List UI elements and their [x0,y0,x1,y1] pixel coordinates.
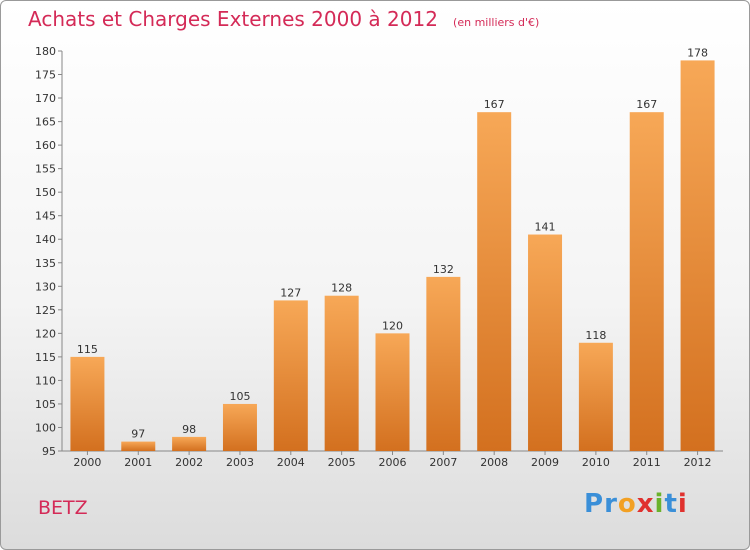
y-tick-label: 175 [35,69,56,82]
logo-letter: o [617,489,637,519]
x-tick-label: 2005 [328,456,356,469]
proxiti-logo: Proxiti [584,489,688,519]
x-tick-label: 2001 [124,456,152,469]
bar-2003 [222,403,257,451]
logo-letter: i [677,489,688,519]
bars [70,60,715,452]
y-tick-label: 95 [42,445,56,458]
y-tick-label: 165 [35,116,56,129]
data-label-2008: 167 [484,98,505,111]
chart-title-block: Achats et Charges Externes 2000 à 2012 (… [28,7,539,31]
logo-letter: t [664,489,678,519]
data-label-2004: 127 [280,286,301,299]
y-tick-label: 140 [35,233,56,246]
x-tick-label: 2000 [73,456,101,469]
data-label-2003: 105 [229,390,250,403]
x-tick-label: 2002 [175,456,203,469]
data-label-2007: 132 [433,263,454,276]
logo-letter: r [604,489,618,519]
data-label-2001: 97 [131,428,145,441]
y-tick-label: 145 [35,210,56,223]
bar-2006 [375,333,410,451]
bar-2012 [680,60,715,451]
data-label-2000: 115 [77,343,98,356]
logo-letter: x [636,489,655,519]
y-tick-label: 160 [35,139,56,152]
y-tick-label: 125 [35,304,56,317]
bar-2002 [172,436,207,451]
bar-2010 [578,342,613,451]
axes: 95 100 105 110 115 120 125 130 135 140 145 150 155 16… [35,45,723,469]
y-tick-label: 115 [35,351,56,364]
x-tick-label: 2006 [379,456,407,469]
bar-2011 [629,112,664,452]
data-label-2012: 178 [687,46,708,59]
y-tick-label: 100 [35,421,56,434]
x-tick-label: 2004 [277,456,305,469]
data-label-2011: 167 [636,98,657,111]
bar-2005 [324,295,359,451]
bar-2009 [528,234,563,451]
y-tick-label: 135 [35,257,56,270]
bar-2001 [121,441,156,451]
y-tick-label: 110 [35,374,56,387]
logo-letter: i [654,489,665,519]
bar-2007 [426,276,461,451]
bar-2004 [273,300,308,451]
y-tick-label: 180 [35,45,56,58]
x-tick-label: 2009 [531,456,559,469]
logo-letter: P [584,489,605,519]
data-label-2010: 118 [585,329,606,342]
chart-subtitle: (en milliers d'€) [453,16,540,29]
x-tick-label: 2008 [480,456,508,469]
bar-2008 [477,112,512,452]
y-tick-label: 105 [35,398,56,411]
x-tick-label: 2010 [582,456,610,469]
y-tick-label: 155 [35,163,56,176]
x-tick-label: 2012 [684,456,712,469]
commune-name: BETZ [38,497,88,519]
y-tick-label: 150 [35,186,56,199]
y-tick-label: 130 [35,280,56,293]
y-tick-label: 170 [35,92,56,105]
x-tick-label: 2003 [226,456,254,469]
data-label-2009: 141 [535,221,556,234]
x-tick-label: 2007 [429,456,457,469]
data-labels: 115 97 98 105 127 128 120 132 167 141 118 167 178 [77,46,708,440]
bar-2000 [70,356,105,451]
data-label-2002: 98 [182,423,196,436]
y-tick-label: 120 [35,327,56,340]
data-label-2005: 128 [331,282,352,295]
x-tick-label: 2011 [633,456,661,469]
chart-title: Achats et Charges Externes 2000 à 2012 [28,7,438,31]
data-label-2006: 120 [382,319,403,332]
